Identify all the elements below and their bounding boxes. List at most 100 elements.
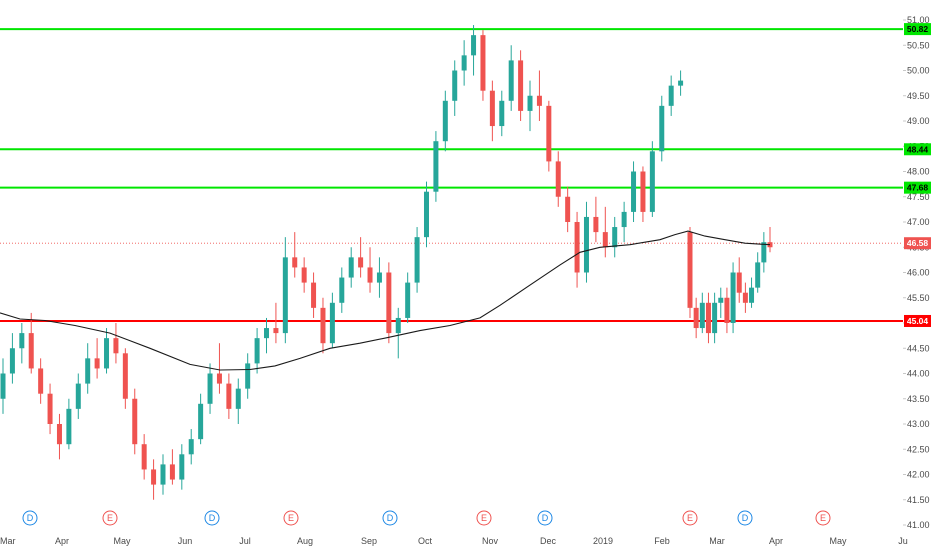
candle-body (386, 272, 392, 334)
event-marker[interactable] (283, 510, 299, 526)
candle-body (292, 257, 298, 268)
candle-body (755, 262, 761, 288)
candle-body (712, 302, 718, 334)
y-tick-label: 47.00 (907, 217, 930, 227)
candle-body (405, 282, 411, 318)
x-tick-label: May (113, 536, 131, 546)
candle-body (376, 272, 382, 283)
x-tick-label: Dec (540, 536, 557, 546)
event-marker[interactable] (382, 510, 398, 526)
price-badge (904, 181, 931, 194)
candle-body (339, 277, 345, 303)
x-tick-label: Ju (898, 536, 908, 546)
candle-body (565, 196, 571, 222)
x-tick-label: Aug (297, 536, 313, 546)
y-tick-label: 41.50 (907, 495, 930, 505)
event-marker[interactable] (102, 510, 118, 526)
candle-body (254, 338, 260, 364)
candle-body (38, 368, 44, 394)
y-tick-label: 50.50 (907, 40, 930, 50)
event-marker[interactable] (737, 510, 753, 526)
event-marker-letter: E (288, 513, 294, 523)
candle-body (693, 307, 699, 329)
candle-body (311, 282, 317, 308)
y-tick-label: 43.50 (907, 394, 930, 404)
event-marker-letter: E (481, 513, 487, 523)
price-badge-label: 46.58 (907, 238, 929, 248)
y-tick-label: 44.00 (907, 369, 930, 379)
candle-body (767, 242, 773, 248)
y-tick-label: 44.50 (907, 343, 930, 353)
candle-body (245, 363, 251, 389)
y-tick-label: 51.00 (907, 15, 930, 25)
candle-body (718, 297, 724, 303)
event-marker[interactable] (22, 510, 38, 526)
candle-body (461, 55, 467, 71)
event-marker[interactable] (476, 510, 492, 526)
candle-body (282, 257, 288, 334)
event-marker[interactable] (537, 510, 553, 526)
horizontal-levels (0, 28, 903, 322)
candle-body (169, 464, 175, 480)
candle-body (659, 105, 665, 152)
y-tick-label: 48.00 (907, 167, 930, 177)
y-tick-label: 42.00 (907, 470, 930, 480)
price-badges: 50.82 48.44 47.68 45.04 46.58 (904, 23, 931, 327)
candle-body (273, 328, 279, 334)
event-marker-letter: D (542, 513, 549, 523)
candle-body (736, 272, 742, 293)
candle-body (423, 191, 429, 238)
candle-body (207, 373, 213, 404)
candle-body (75, 383, 81, 409)
candle-body (452, 70, 458, 101)
price-badge (904, 237, 931, 250)
candle-body (574, 222, 580, 273)
event-marker[interactable] (815, 510, 831, 526)
candle-body (348, 257, 354, 278)
candle-body (367, 267, 373, 283)
x-tick-label: Sep (361, 536, 377, 546)
candle-body (705, 302, 711, 334)
candle-body (235, 388, 241, 409)
candle-body (640, 171, 646, 212)
candle-body (19, 333, 25, 349)
x-tick-label: Apr (769, 536, 783, 546)
price-badge-label: 48.44 (907, 144, 929, 154)
price-badge (904, 314, 931, 327)
candle-body (489, 90, 495, 127)
event-marker[interactable] (204, 510, 220, 526)
candle-body (329, 302, 335, 344)
candle-body (160, 464, 166, 485)
candle-body (151, 469, 157, 485)
candle-body (122, 353, 128, 399)
price-badge-label: 47.68 (907, 183, 929, 193)
price-badge-label: 45.04 (907, 316, 929, 326)
y-tick-label: 49.50 (907, 91, 930, 101)
event-marker-letter: D (209, 513, 216, 523)
candle-body (358, 257, 364, 268)
price-badge (904, 23, 931, 36)
event-marker-letter: D (27, 513, 34, 523)
candle-body (518, 60, 524, 111)
candle-body (47, 393, 53, 424)
candle-body (749, 287, 755, 303)
candle-body (687, 232, 693, 308)
candle-body (612, 227, 618, 248)
event-marker[interactable] (682, 510, 698, 526)
candle-body (583, 216, 589, 273)
candle-body (742, 292, 748, 303)
time-axis: Mar Apr May Jun Jul Aug Sep Oct Nov Dec 2019 Feb Mar… (0, 536, 908, 546)
candle-body (602, 232, 608, 248)
candle-body (536, 95, 542, 106)
candle-body (56, 424, 62, 445)
candle-body (66, 408, 72, 445)
x-tick-label: Feb (654, 536, 670, 546)
candle-body (442, 100, 448, 142)
candle-body (104, 338, 110, 369)
candle-body (301, 267, 307, 283)
candle-body (113, 338, 119, 354)
candle-body (724, 297, 730, 323)
y-tick-label: 42.50 (907, 444, 930, 454)
